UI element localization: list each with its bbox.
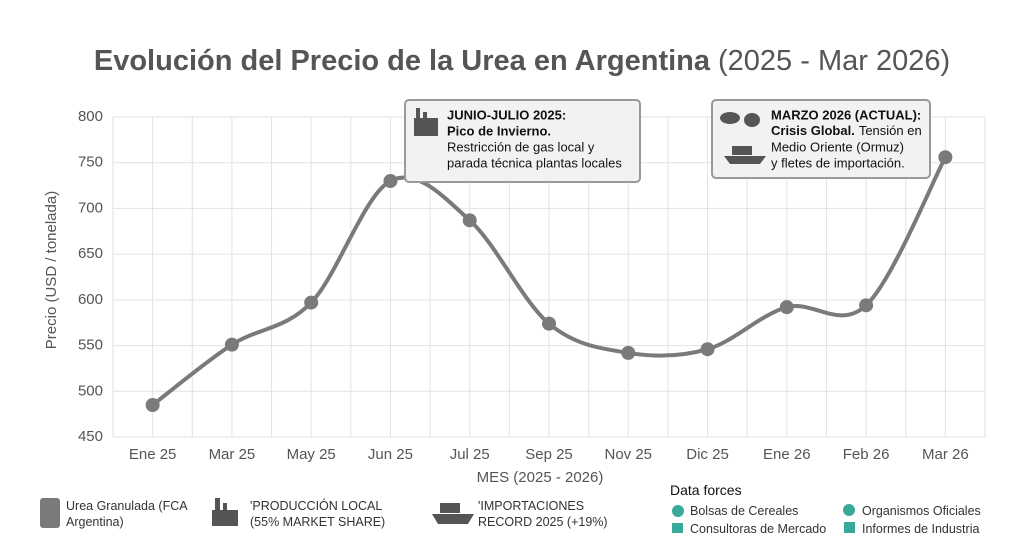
ship-icon	[432, 503, 474, 524]
chart-title: Evolución del Precio de la Urea en Argen…	[94, 45, 950, 77]
y-tick-label: 800	[78, 108, 103, 125]
point	[779, 300, 794, 315]
x-tick-label: Ene 26	[763, 446, 811, 463]
y-tick-label: 450	[78, 428, 103, 445]
annotation-text: parada técnica plantas locales	[447, 155, 622, 170]
annotation-text: Tensión en	[859, 123, 922, 138]
point	[224, 337, 239, 352]
annotation-lead: Pico de Invierno.	[447, 123, 551, 138]
point	[700, 342, 715, 357]
factory-icon	[212, 498, 238, 526]
x-tick-label: May 25	[287, 446, 336, 463]
source-icons	[672, 504, 855, 533]
annotation: JUNIO-JULIO 2025: Pico de Invierno. Rest…	[404, 99, 641, 183]
ship-icon	[724, 146, 766, 164]
y-tick-label: 550	[78, 337, 103, 354]
x-tick-label: Mar 25	[209, 446, 256, 463]
annotation-title: MARZO 2026 (ACTUAL):	[771, 107, 921, 122]
title-suffix: (2025 - Mar 2026)	[718, 45, 950, 77]
x-tick-label: Ene 25	[129, 446, 177, 463]
point	[938, 150, 953, 165]
y-tick-label: 600	[78, 291, 103, 308]
x-tick-label: Mar 26	[922, 446, 969, 463]
x-tick-label: Feb 26	[843, 446, 890, 463]
x-axis-label: MES (2025 - 2026)	[477, 469, 604, 486]
x-tick-label: Nov 25	[605, 446, 653, 463]
y-tick-label: 700	[78, 199, 103, 216]
legend-note: 'PRODUCCIÓN LOCAL (55% MARKET SHARE)	[250, 499, 386, 529]
x-tick-label: Dic 25	[686, 446, 729, 463]
x-tick-label: Jul 25	[450, 446, 490, 463]
point	[145, 398, 160, 412]
annotation: MARZO 2026 (ACTUAL): Crisis Global. Tensi…	[711, 99, 931, 179]
point	[542, 316, 556, 331]
globe-icon	[720, 112, 760, 127]
x-tick-label: Jun 25	[368, 446, 413, 463]
annotation-lead: Crisis Global.	[771, 123, 855, 138]
y-tick-label: 500	[78, 382, 103, 399]
point	[304, 295, 319, 310]
source-item: Consultoras de Mercado	[690, 522, 827, 536]
annotation-title: JUNIO-JULIO 2025:	[447, 107, 566, 122]
factory-icon	[414, 108, 438, 136]
source-item: Bolsas de Cereales	[690, 504, 799, 518]
point	[859, 298, 874, 313]
sources-title: Data forces	[670, 482, 742, 498]
y-tick-label: 650	[78, 245, 103, 262]
legend-note: 'IMPORTACIONES RECORD 2025 (+19%)	[478, 499, 608, 529]
point	[462, 213, 477, 228]
annotation-box	[711, 99, 931, 179]
point	[383, 174, 398, 188]
annotation-box	[404, 99, 641, 183]
point	[621, 345, 636, 360]
y-tick-label: 750	[78, 154, 103, 171]
annotation-text: Medio Oriente (Ormuz)	[771, 139, 904, 154]
annotation-text: y fletes de importación.	[771, 155, 905, 170]
source-item: Informes de Industria	[862, 522, 980, 536]
legend-swatch	[40, 498, 60, 528]
source-item: Organismos Oficiales	[862, 504, 981, 518]
x-tick-label: Sep 25	[525, 446, 573, 463]
title-main: Evolución del Precio de la Urea en Argen…	[94, 45, 711, 77]
annotation-text: Crisis Global. Tensión en	[771, 123, 922, 138]
y-axis-label: Precio (USD / tonelada)	[43, 191, 60, 349]
legend-entry: Urea Granulada (FCA Argentina)	[66, 499, 187, 529]
annotation-text: Restricción de gas local y	[447, 139, 595, 154]
